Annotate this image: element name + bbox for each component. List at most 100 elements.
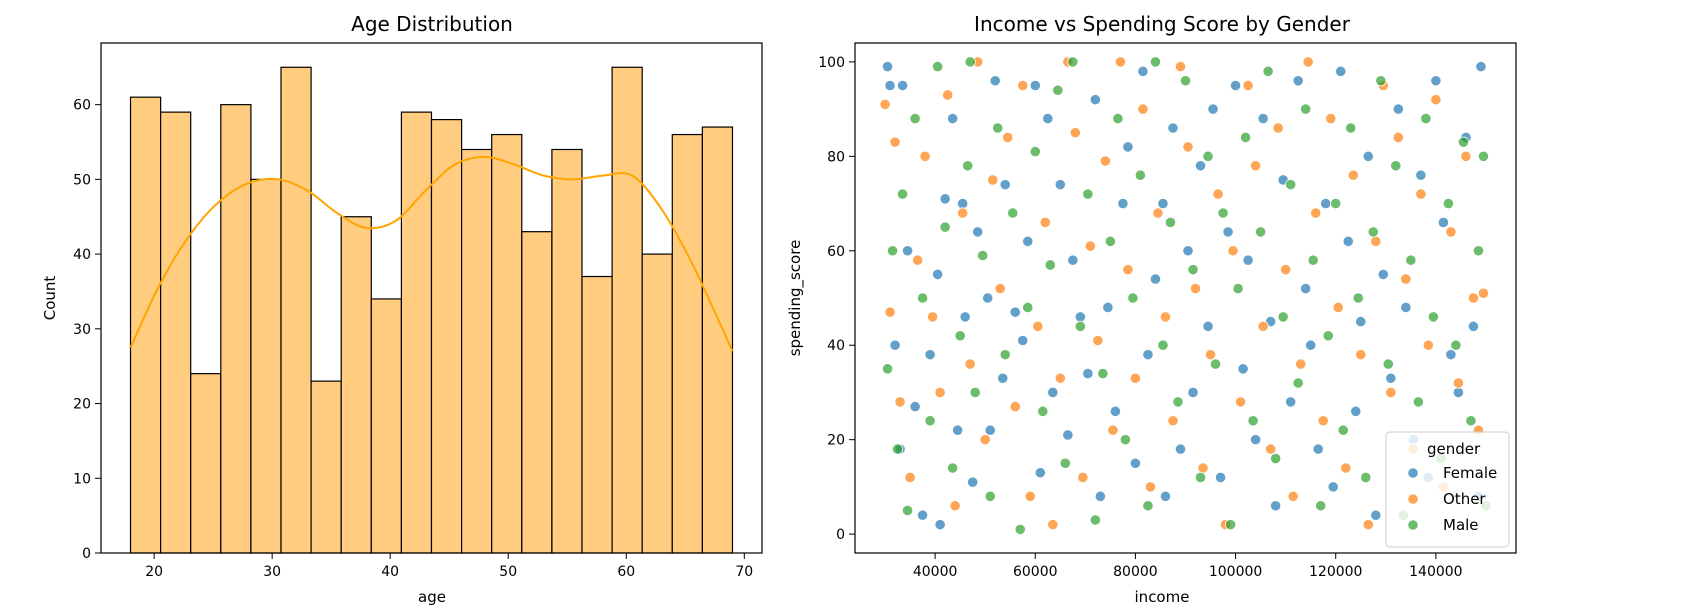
- scatter-point-other: [1430, 94, 1442, 106]
- scatter-point-female: [1400, 301, 1412, 314]
- scatter-point-female: [1054, 179, 1066, 191]
- scatter-point-female: [1385, 372, 1397, 384]
- scatter-point-female: [984, 424, 996, 436]
- histogram-bar: [280, 66, 312, 554]
- scatter-point-male: [1457, 136, 1470, 148]
- scatter-point-other: [1355, 349, 1367, 361]
- scatter-point-male: [1420, 112, 1432, 125]
- scatter-point-other: [1009, 401, 1021, 413]
- scatter-point-female: [1042, 112, 1054, 125]
- scatter-point-female: [1109, 405, 1121, 417]
- scatter-point-male: [1300, 103, 1312, 115]
- y-axis-ticks-left: 0 10 20 30 40 50 60: [73, 98, 101, 562]
- scatter-point-female: [999, 179, 1011, 191]
- y-tick-label: 100: [818, 55, 845, 71]
- legend-marker-other: [1407, 493, 1419, 505]
- scatter-point-female: [1122, 141, 1134, 153]
- scatter-point-female: [1129, 457, 1142, 469]
- y-tick-label: 10: [73, 471, 91, 487]
- scatter-point-male: [1224, 519, 1237, 531]
- scatter-point-male: [1247, 415, 1259, 427]
- scatter-point-male: [881, 363, 894, 375]
- scatter-point-other: [994, 282, 1006, 295]
- plot-frame-right: [854, 42, 1517, 554]
- histogram-bar: [250, 178, 282, 554]
- legend-marker-male: [1407, 519, 1419, 531]
- scatter-point-other: [904, 471, 916, 484]
- x-tick-label: 60000: [1013, 564, 1058, 580]
- scatter-point-other: [1422, 339, 1434, 351]
- scatter-point-female: [924, 349, 936, 361]
- legend-entry-female: Female: [1443, 464, 1497, 482]
- x-axis-ticks-right: 40000 60000 80000 100000 120000 140000: [913, 553, 1463, 580]
- chart-title-income-vs-spending: Income vs Spending Score by Gender: [974, 12, 1351, 36]
- scatter-point-other: [1347, 169, 1359, 181]
- scatter-point-female: [939, 193, 951, 205]
- scatter-point-other: [894, 396, 906, 408]
- scatter-point-male: [1217, 207, 1229, 219]
- scatter-point-male: [1134, 169, 1147, 181]
- scatter-point-male: [1044, 259, 1056, 271]
- x-tick-label: 20: [145, 564, 163, 580]
- scatter-point-male: [1037, 405, 1049, 417]
- scatter-point-male: [1330, 197, 1342, 210]
- scatter-point-female: [1022, 235, 1034, 247]
- x-tick-label: 40000: [913, 564, 958, 580]
- scatter-point-male: [1059, 457, 1071, 469]
- scatter-point-female: [1250, 434, 1262, 446]
- legend-box: [1385, 431, 1510, 548]
- scatter-point-male: [1262, 65, 1274, 77]
- scatter-point-male: [1367, 226, 1379, 238]
- y-tick-label: 20: [827, 433, 845, 449]
- scatter-point-other: [879, 98, 891, 110]
- scatter-point-female: [889, 339, 901, 351]
- scatter-point-male: [939, 221, 951, 233]
- scatter-point-male: [1477, 150, 1490, 162]
- histogram-bar: [671, 133, 703, 554]
- scatter-point-male: [1315, 500, 1327, 512]
- scatter-point-male: [932, 61, 944, 73]
- scatter-point-male: [1277, 311, 1289, 323]
- histogram-bar: [400, 111, 433, 554]
- scatter-point-female: [1285, 396, 1297, 408]
- scatter-point-male: [1450, 339, 1462, 351]
- y-tick-label: 50: [73, 172, 91, 188]
- scatter-point-male: [1014, 523, 1026, 535]
- scatter-point-other: [1272, 122, 1284, 134]
- scatter-point-female: [1342, 235, 1354, 247]
- scatter-point-female: [1377, 268, 1389, 280]
- scatter-point-other: [1114, 56, 1127, 68]
- scatter-point-other: [1084, 240, 1096, 252]
- scatter-point-male: [962, 160, 974, 172]
- scatter-point-other: [1137, 103, 1149, 115]
- scatter-point-female: [1142, 349, 1154, 361]
- legend-entries: Female Other Male: [1407, 464, 1497, 534]
- legend-entry-other: Other: [1443, 490, 1486, 508]
- scatter-point-male: [1427, 311, 1439, 323]
- histogram-bar: [551, 148, 583, 554]
- scatter-point-female: [1009, 306, 1021, 318]
- scatter-point-female: [1237, 363, 1249, 375]
- scatter-point-male: [969, 386, 981, 399]
- scatter-point-female: [1430, 75, 1442, 87]
- scatter-point-male: [1405, 254, 1417, 266]
- scatter-point-other: [1340, 462, 1352, 474]
- scatter-point-other: [1069, 127, 1081, 139]
- y-tick-label: 80: [827, 149, 845, 165]
- scatter-series-female: [881, 61, 1487, 531]
- scatter-point-male: [1179, 75, 1192, 87]
- scatter-point-female: [1159, 490, 1172, 502]
- scatter-point-other: [1047, 519, 1059, 531]
- scatter-point-male: [1202, 150, 1214, 162]
- scatter-point-male: [1022, 301, 1034, 314]
- scatter-point-other: [1385, 386, 1397, 399]
- scatter-point-female: [1029, 79, 1041, 92]
- scatter-point-male: [1337, 424, 1349, 436]
- x-tick-label: 80000: [1113, 564, 1158, 580]
- x-tick-label: 30: [263, 564, 281, 580]
- scatter-point-female: [896, 79, 909, 92]
- scatter-point-female: [989, 75, 1001, 87]
- scatter-point-female: [967, 476, 979, 488]
- scatter-point-other: [1077, 471, 1089, 484]
- histogram-bar: [370, 298, 403, 554]
